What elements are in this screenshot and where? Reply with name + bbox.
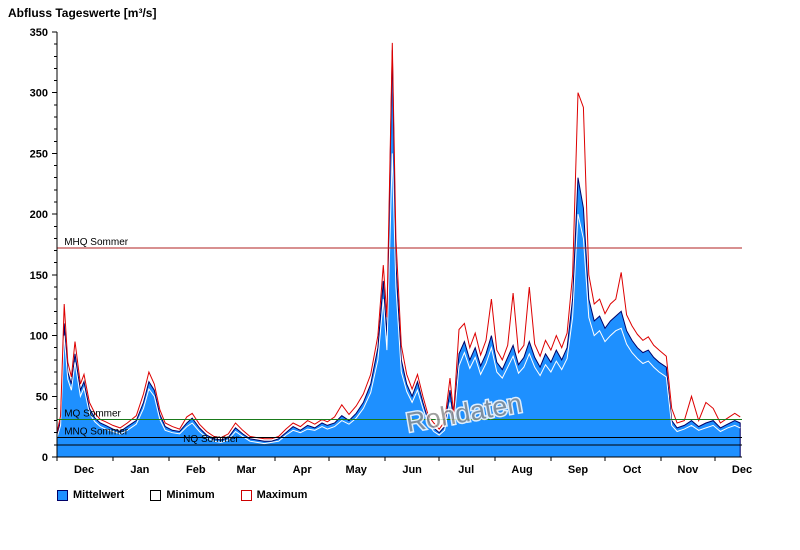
legend-item-minimum: Minimum: [150, 489, 215, 501]
series-area-mittelwert: [56, 50, 741, 458]
x-month-label: Jul: [458, 464, 474, 476]
x-month-label: Dec: [732, 464, 752, 476]
x-month-label: May: [346, 464, 368, 476]
y-tick-label: 300: [30, 88, 48, 100]
chart-legend: Mittelwert Minimum Maximum: [57, 489, 307, 501]
series-line-minimum: [56, 153, 741, 445]
refline-label-mhq-sommer: MHQ Sommer: [64, 237, 129, 248]
x-month-label: Jan: [130, 464, 149, 476]
y-tick-label: 350: [30, 27, 48, 39]
x-month-label: Nov: [678, 464, 700, 476]
x-month-label: Sep: [568, 464, 588, 476]
refline-label-nq-sommer: NQ Sommer: [183, 434, 239, 445]
y-tick-label: 0: [42, 452, 48, 464]
mittelwert-swatch-icon: [57, 489, 68, 501]
maximum-swatch-icon: [240, 489, 252, 501]
discharge-time-series-chart: MHQ Sommer MQ Sommer MNQ Sommer NQ Sommer 0 5…: [30, 27, 752, 476]
y-tick-label: 250: [30, 148, 48, 160]
y-tick-label: 50: [36, 391, 48, 403]
y-tick-label: 100: [30, 331, 48, 343]
legend-label-mittelwert: Mittelwert: [73, 489, 125, 501]
y-tick-label: 150: [30, 270, 48, 282]
x-month-label: Dec: [74, 464, 94, 476]
legend-label-maximum: Maximum: [256, 489, 308, 501]
series-line-maximum: [56, 42, 741, 440]
legend-item-maximum: Maximum: [240, 489, 308, 501]
x-month-label: Apr: [293, 464, 313, 476]
refline-label-mq-sommer: MQ Sommer: [64, 408, 121, 419]
x-month-label: Oct: [623, 464, 642, 476]
x-month-label: Aug: [511, 464, 532, 476]
y-tick-label: 200: [30, 209, 48, 221]
x-month-label: Jun: [402, 464, 422, 476]
x-month-label: Mar: [236, 464, 256, 476]
legend-label-minimum: Minimum: [166, 489, 215, 501]
refline-label-mnq-sommer: MNQ Sommer: [64, 427, 129, 438]
chart-title: Abfluss Tageswerte [m³/s]: [8, 6, 157, 20]
minimum-swatch-icon: [150, 489, 162, 501]
legend-item-mittelwert: Mittelwert: [57, 489, 124, 501]
x-month-label: Feb: [186, 464, 206, 476]
